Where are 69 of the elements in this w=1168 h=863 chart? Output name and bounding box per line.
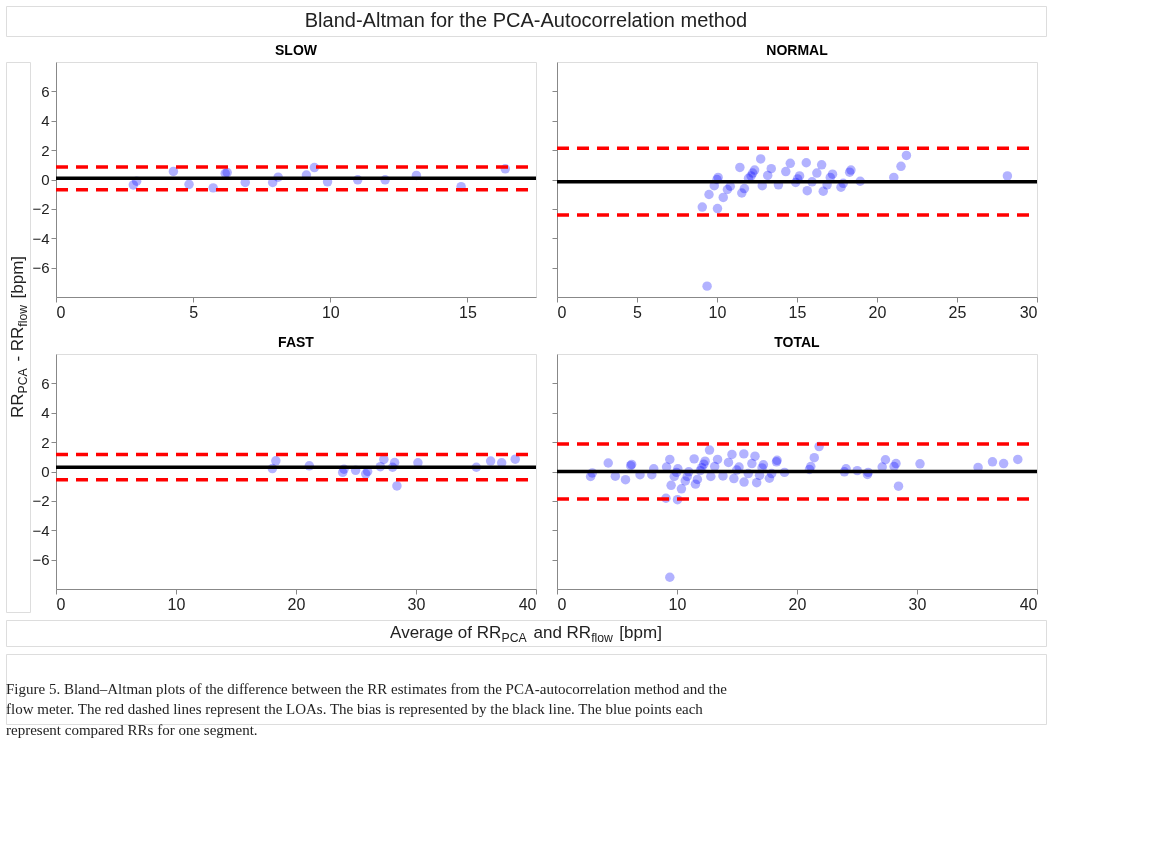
point	[766, 163, 776, 174]
x-tick-label: 5	[189, 303, 199, 321]
y-tick-label: 2	[41, 433, 50, 451]
x-tick-label: 30	[407, 595, 426, 613]
x-tick-label: 10	[668, 595, 687, 613]
y-tick-label: −4	[32, 521, 50, 539]
x-tick-label: 15	[788, 303, 807, 321]
point	[510, 454, 520, 464]
x-tick-label: 30	[1019, 303, 1038, 321]
y-tick-label: 2	[41, 141, 50, 159]
point	[812, 168, 822, 178]
point	[184, 179, 194, 190]
point	[704, 189, 714, 200]
point	[485, 456, 496, 466]
point	[896, 161, 906, 172]
point	[735, 162, 745, 173]
y-tick-label: −6	[32, 259, 50, 277]
point	[697, 202, 708, 212]
caption: Figure 5. Bland–Altman plots of the difference between the RR estimates from the PCA-autocorrelation method and the flow meter. The red dashed lines represent the LOAs. The bias is represented by the black line. The blue points each represent compared RRs for one segment.	[6, 681, 728, 738]
x-tick-label: 40	[1019, 595, 1038, 613]
chart-title: TOTAL	[774, 334, 821, 350]
y-tick-label: −2	[32, 492, 50, 510]
point	[271, 456, 281, 466]
y-tick-label: 0	[41, 171, 50, 188]
point	[739, 183, 750, 194]
x-tick-label: 40	[518, 595, 537, 613]
point	[168, 166, 179, 177]
point	[901, 150, 912, 161]
y-tick-label: 6	[41, 82, 50, 100]
chart-title: NORMAL	[766, 42, 829, 58]
x-tick-label: 15	[459, 303, 477, 321]
point	[762, 170, 773, 181]
point	[208, 183, 218, 193]
y-tick-label: 0	[41, 463, 50, 480]
x-tick-label: 10	[708, 303, 727, 321]
x-tick-label: 0	[56, 303, 66, 321]
point	[1002, 171, 1013, 181]
y-tick-label: −6	[32, 551, 50, 569]
point	[755, 154, 766, 164]
point	[702, 281, 712, 291]
y-tick-label: 4	[41, 112, 50, 130]
chart-title: FAST	[278, 334, 315, 350]
x-tick-label: 20	[287, 595, 306, 613]
point	[816, 160, 827, 170]
point	[712, 203, 723, 214]
y-tick-label: 6	[41, 374, 50, 392]
text: Bland-Altman for the PCA-Autocorrelation method	[304, 9, 748, 31]
y-tick-label: 4	[41, 404, 50, 422]
x-tick-label: 0	[557, 303, 567, 321]
point	[818, 186, 828, 196]
y-tick-label: −2	[32, 200, 50, 218]
y-tick-label: −4	[32, 229, 50, 247]
x-tick-label: 0	[56, 595, 66, 613]
x-tick-label: 25	[948, 303, 967, 321]
point	[785, 158, 796, 169]
point	[802, 185, 812, 196]
point	[801, 158, 812, 168]
chart-title: SLOW	[275, 42, 318, 58]
x-tick-label: 20	[788, 595, 807, 613]
x-tick-label: 20	[868, 303, 887, 321]
point	[827, 169, 838, 179]
point	[781, 166, 791, 177]
x-tick-label: 10	[321, 303, 340, 321]
x-tick-label: 30	[908, 595, 927, 613]
x-tick-label: 10	[167, 595, 186, 613]
point	[718, 192, 728, 203]
x-tick-label: 0	[557, 595, 567, 613]
x-tick-label: 5	[633, 303, 643, 321]
point	[392, 481, 402, 491]
